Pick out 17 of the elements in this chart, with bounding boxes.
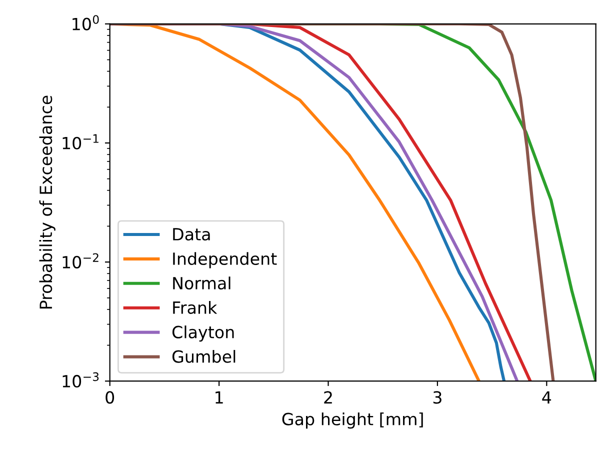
legend-label: Normal — [173, 276, 230, 290]
y-tick-label: 10$^{−2}$ — [62, 253, 98, 268]
x-tick-label: 2 — [324, 391, 332, 404]
legend-label: Clayton — [172, 326, 234, 342]
y-axis-title: Probability of Exceedance — [39, 96, 56, 309]
x-tick-label: 3 — [433, 391, 442, 404]
legend-label: Frank — [173, 301, 218, 314]
y-tick-label: 10$^{−1}$ — [62, 134, 98, 150]
y-tick-label: 10$^{−3}$ — [62, 372, 99, 388]
x-tick-label: 0 — [106, 391, 114, 404]
x-tick-label: 4 — [542, 391, 552, 404]
x-tick-label: 1 — [216, 391, 223, 404]
legend-label: Gumbel — [172, 350, 236, 363]
x-axis-title: Gap height [mm] — [282, 412, 423, 429]
y-tick-label: 10$^{0}$ — [72, 15, 99, 30]
legend-label: Independent — [173, 252, 277, 268]
legend-label: Data — [173, 228, 210, 241]
